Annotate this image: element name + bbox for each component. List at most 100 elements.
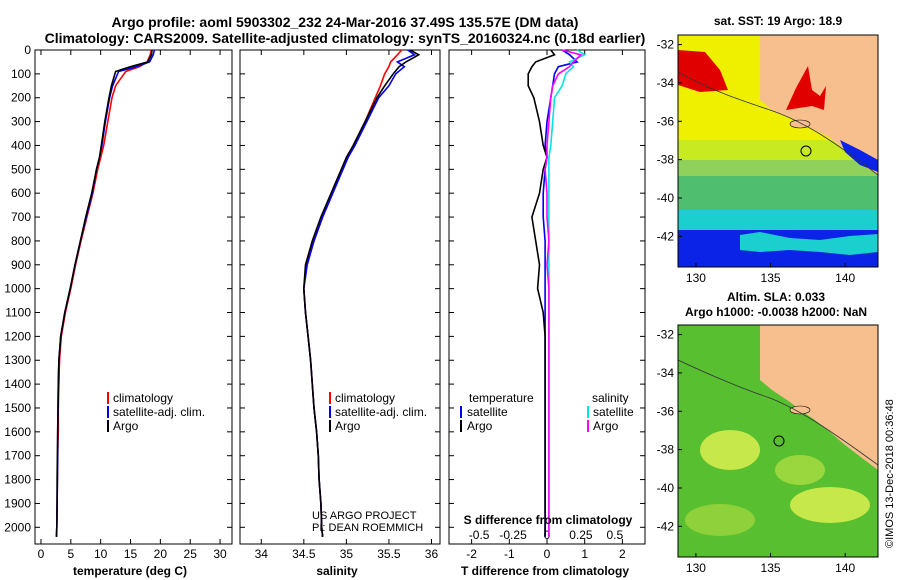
y-tick-label: 1100 (5, 306, 31, 320)
y-tick-label: 500 (11, 162, 31, 176)
imos-watermark: ©IMOS 13-Dec-2018 00:36:48 (884, 399, 896, 548)
legend-satellite: satellite-adj. clim. (113, 405, 205, 419)
panel-salinity-axes: 34 34.5 35 35.5 36 (240, 49, 440, 561)
sst-red-gulfs (786, 66, 826, 110)
map-y-tick-label: -36 (657, 114, 675, 128)
x-tick-label: 35.5 (377, 547, 401, 561)
y-tick-label: 1800 (4, 473, 31, 487)
sla-map-image (678, 325, 878, 557)
panel-difference-lines (527, 49, 587, 537)
legend-climatology: climatology (113, 391, 173, 405)
map-x-tick-label: 135 (761, 561, 781, 575)
legend-salinity-argo: Argo (593, 419, 619, 433)
map-y-tick-label: -40 (657, 481, 675, 495)
y-tick-label: 1900 (4, 496, 31, 510)
x-tick-label: 2 (619, 547, 626, 561)
map-y-tick-label: -38 (657, 153, 675, 167)
sst-band-green (678, 176, 878, 212)
map-y-tick-label: -32 (657, 328, 675, 342)
panel-salinity-lines (302, 49, 421, 537)
x-tick-label: -2 (466, 547, 477, 561)
map-y-tick-label: -34 (657, 366, 675, 380)
map-x-tick-label: 140 (835, 561, 855, 575)
sst-axes: 130 135 140 -32 -34 -36 -38 -40 -42 (657, 38, 856, 285)
x-tick-label: 15 (124, 547, 138, 561)
sla-high-patch-3 (790, 487, 870, 523)
credit-pi: PI: DEAN ROEMMICH (312, 522, 423, 534)
panel-salinity: 34 34.5 35 35.5 36 salinity climatology sate… (239, 49, 441, 578)
map-y-tick-label: -32 (657, 38, 675, 52)
x-tick-label: 5 (67, 547, 74, 561)
map-y-tick-label: -42 (657, 229, 675, 243)
x-tick-label: 1 (581, 547, 588, 561)
salinity-xlabel: salinity (316, 564, 358, 578)
x-tick-label: 25 (184, 547, 198, 561)
sst-title: sat. SST: 19 Argo: 18.9 (714, 14, 843, 28)
sst-kangaroo-island (789, 119, 811, 129)
sla-title-2: Argo h1000: -0.0038 h2000: NaN (685, 305, 867, 319)
sla-shelf-contour (678, 359, 878, 466)
panel-difference-frame (448, 49, 646, 545)
title-line-2: Climatology: CARS2009. Satellite-adjuste… (45, 30, 646, 46)
sst-shelf-contour (678, 71, 878, 176)
map-x-tick-label: 140 (835, 271, 855, 285)
y-tick-label: 2000 (4, 520, 31, 534)
x-tick-label: 0 (38, 547, 45, 561)
sla-title-1: Altim. SLA: 0.033 (727, 290, 825, 304)
y-tick-label: 1400 (4, 377, 31, 391)
sla-high-patch-4 (685, 504, 755, 536)
sst-map-image (678, 35, 878, 267)
map-sst: sat. SST: 19 Argo: 18.9 130 135 140 -32 -34 -… (657, 14, 879, 285)
difference-xlabel: T difference from climatology (461, 564, 629, 578)
legend-salinity-satellite: satellite (593, 405, 634, 419)
difference-top-label: S difference from climatology (464, 513, 633, 527)
map-y-tick-label: -36 (657, 404, 675, 418)
legend-temperature-satellite: satellite (467, 405, 508, 419)
y-tick-label: 600 (11, 186, 31, 200)
sst-band-yellowgreen (678, 140, 878, 160)
sst-cyan-patch (740, 232, 878, 255)
x-tick-label: -1 (504, 547, 515, 561)
panel-temperature-axes: 0 5 10 15 20 25 300100200300400500600700800900… (4, 43, 232, 561)
sla-land (760, 325, 878, 470)
title-line-1: Argo profile: aoml 5903302_232 24-Mar-20… (112, 14, 579, 30)
sla-map-frame (677, 324, 879, 558)
sla-float-marker (773, 435, 785, 447)
legend-satellite: satellite-adj. clim. (335, 405, 427, 419)
panel-salinity-frame (239, 49, 441, 545)
y-tick-label: 0 (24, 43, 31, 57)
x-tick-label: 10 (94, 547, 108, 561)
sst-blue-coast (840, 140, 878, 172)
x-tick-label: 36 (425, 547, 439, 561)
y-tick-label: 1200 (4, 329, 31, 343)
sla-axes: 130 135 140 -32 -34 -36 -38 -40 -42 (657, 328, 856, 575)
panel-temperature: 0 5 10 15 20 25 300100200300400500600700800900… (4, 43, 233, 578)
s-diff-tick-label: 0.5 (607, 528, 624, 542)
s-diff-tick-label: 0.25 (569, 528, 593, 542)
sla-high-patch-2 (775, 455, 825, 485)
panel-difference-axes: -2 -1 0 1 2 -0.5 -0.25 0 0.25 0.5 (449, 49, 645, 561)
map-y-tick-label: -42 (657, 519, 675, 533)
sst-map-frame (677, 34, 879, 268)
series-line-argo (302, 49, 421, 537)
sst-red-patch-west (678, 50, 728, 92)
series-line-temperature-argo (527, 49, 556, 537)
sst-float-marker (800, 145, 812, 157)
y-tick-label: 1300 (4, 353, 31, 367)
sst-band-cyan (678, 210, 878, 230)
legend-argo: Argo (113, 419, 139, 433)
legend-climatology: climatology (335, 391, 395, 405)
salinity-legend: climatology satellite-adj. clim. Argo (329, 391, 427, 433)
map-x-tick-label: 130 (686, 271, 706, 285)
y-tick-label: 100 (11, 67, 31, 81)
x-tick-label: 34 (255, 547, 269, 561)
y-tick-label: 400 (11, 138, 31, 152)
temperature-xlabel: temperature (deg C) (73, 564, 187, 578)
sla-high-patch-1 (700, 430, 760, 470)
y-tick-label: 300 (11, 115, 31, 129)
map-y-tick-label: -40 (657, 191, 675, 205)
temperature-legend: climatology satellite-adj. clim. Argo (107, 391, 205, 433)
s-diff-tick-label: -0.25 (499, 528, 527, 542)
x-tick-label: 0 (544, 547, 551, 561)
